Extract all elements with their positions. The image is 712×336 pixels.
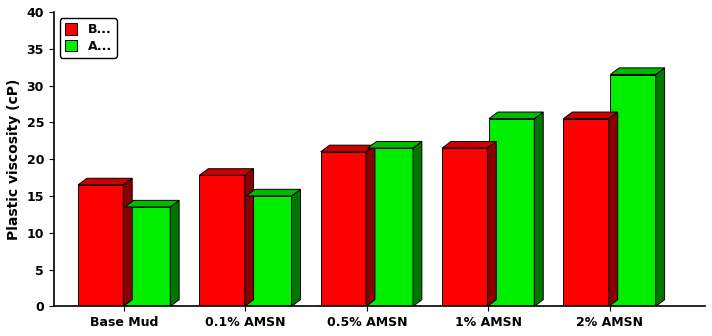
Polygon shape bbox=[246, 196, 292, 306]
Ellipse shape bbox=[362, 303, 421, 309]
Polygon shape bbox=[367, 148, 413, 306]
Y-axis label: Plastic viscosity (cP): Plastic viscosity (cP) bbox=[7, 78, 21, 240]
Polygon shape bbox=[246, 189, 300, 196]
Polygon shape bbox=[125, 207, 170, 306]
Ellipse shape bbox=[120, 303, 178, 309]
Polygon shape bbox=[563, 112, 618, 119]
Polygon shape bbox=[442, 141, 496, 148]
Ellipse shape bbox=[558, 303, 617, 309]
Polygon shape bbox=[489, 119, 534, 306]
Ellipse shape bbox=[605, 303, 664, 309]
Polygon shape bbox=[170, 200, 179, 306]
Polygon shape bbox=[534, 112, 543, 306]
Ellipse shape bbox=[241, 303, 300, 309]
Ellipse shape bbox=[73, 303, 131, 309]
Ellipse shape bbox=[483, 303, 543, 309]
Polygon shape bbox=[199, 175, 245, 306]
Polygon shape bbox=[245, 169, 253, 306]
Polygon shape bbox=[610, 68, 664, 75]
Polygon shape bbox=[413, 141, 422, 306]
Polygon shape bbox=[609, 112, 618, 306]
Polygon shape bbox=[199, 169, 253, 175]
Legend: B..., A...: B..., A... bbox=[60, 18, 117, 58]
Polygon shape bbox=[366, 145, 375, 306]
Ellipse shape bbox=[436, 303, 496, 309]
Polygon shape bbox=[320, 152, 366, 306]
Polygon shape bbox=[320, 145, 375, 152]
Polygon shape bbox=[610, 75, 656, 306]
Polygon shape bbox=[125, 200, 179, 207]
Polygon shape bbox=[563, 119, 609, 306]
Polygon shape bbox=[123, 178, 132, 306]
Polygon shape bbox=[78, 185, 123, 306]
Polygon shape bbox=[292, 189, 300, 306]
Ellipse shape bbox=[194, 303, 253, 309]
Polygon shape bbox=[442, 148, 488, 306]
Polygon shape bbox=[489, 112, 543, 119]
Ellipse shape bbox=[315, 303, 374, 309]
Polygon shape bbox=[367, 141, 422, 148]
Polygon shape bbox=[488, 141, 496, 306]
Polygon shape bbox=[656, 68, 664, 306]
Polygon shape bbox=[78, 178, 132, 185]
